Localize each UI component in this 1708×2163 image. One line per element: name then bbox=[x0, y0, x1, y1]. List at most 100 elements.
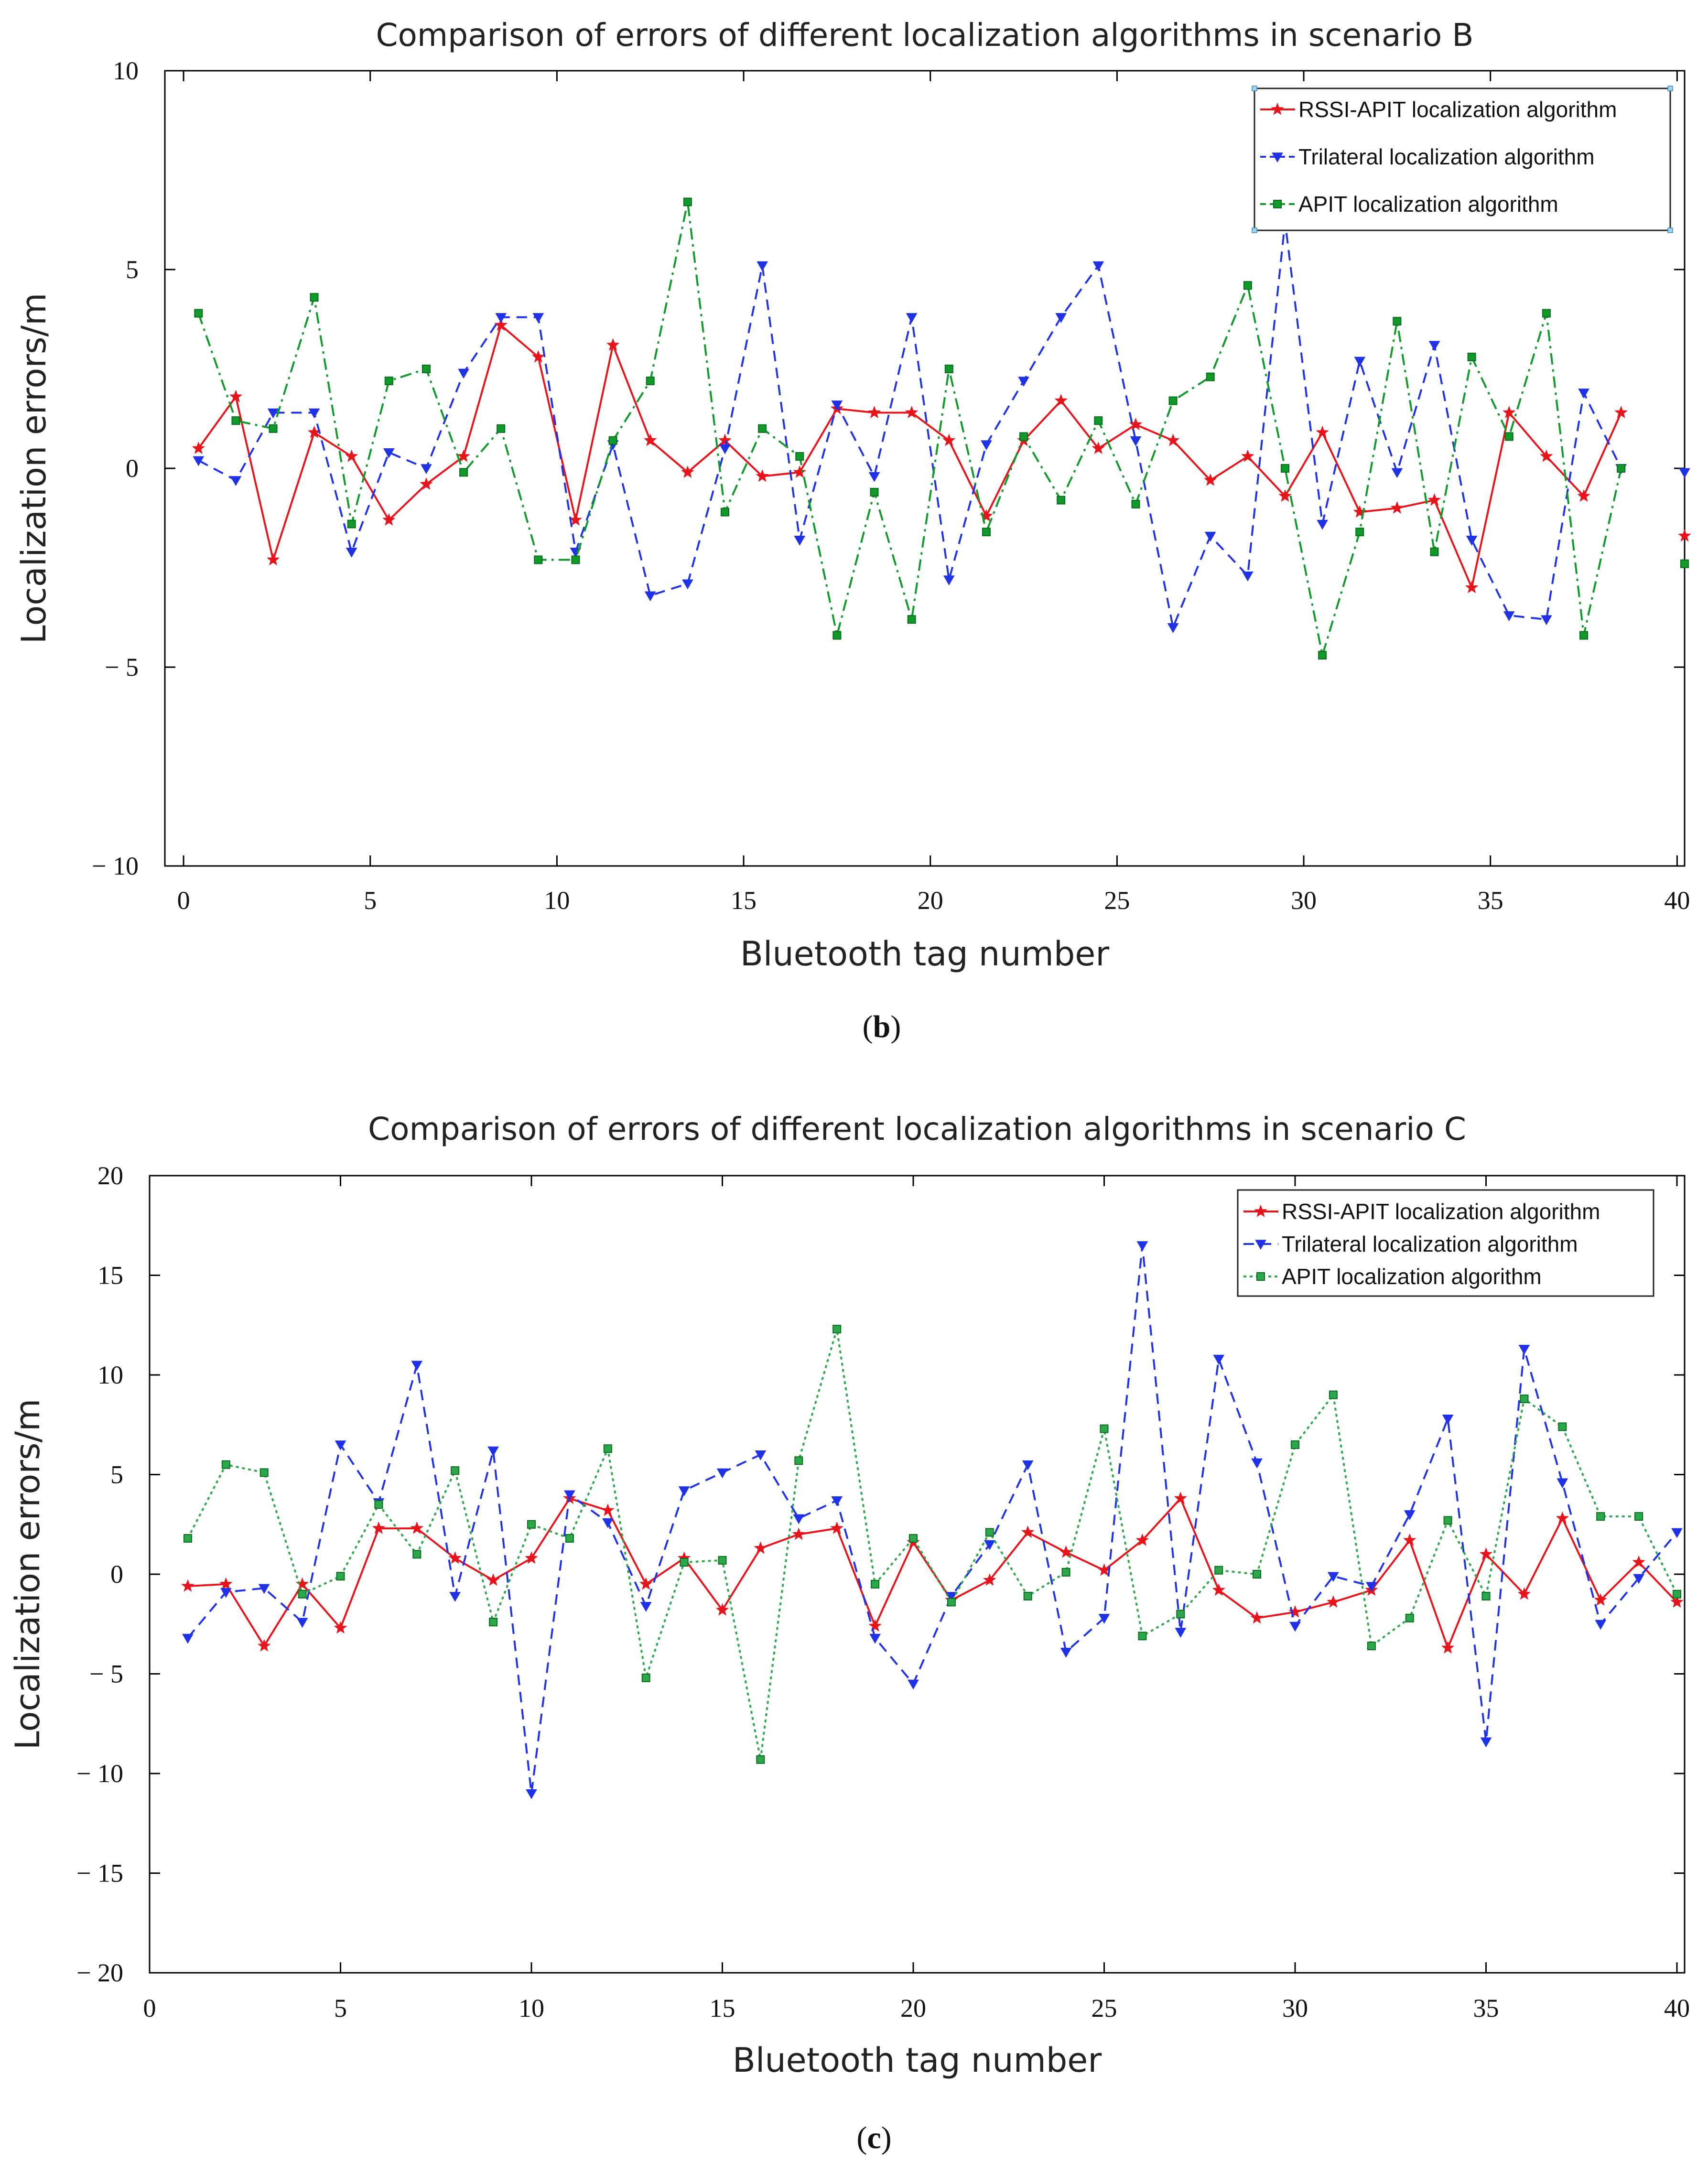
legend-label: APIT localization algorithm bbox=[1298, 192, 1558, 216]
data-point bbox=[526, 1789, 537, 1799]
x-tick-label: 5 bbox=[334, 1994, 347, 2022]
data-point bbox=[532, 313, 544, 323]
data-point bbox=[792, 1527, 806, 1540]
y-tick-label: − 20 bbox=[76, 1958, 123, 1987]
data-point bbox=[335, 1440, 346, 1450]
data-point bbox=[1632, 1555, 1645, 1568]
data-point bbox=[527, 1520, 536, 1529]
data-point bbox=[868, 472, 880, 482]
x-tick-label: 25 bbox=[1104, 886, 1130, 915]
legend-box bbox=[1237, 1189, 1654, 1297]
data-point bbox=[229, 389, 243, 402]
x-tick-label: 10 bbox=[544, 886, 570, 915]
data-point bbox=[756, 469, 769, 482]
y-tick-label: − 10 bbox=[92, 852, 139, 880]
data-point bbox=[830, 1521, 843, 1534]
y-tick-label: 15 bbox=[97, 1261, 123, 1290]
data-point bbox=[794, 536, 806, 546]
data-point bbox=[231, 416, 240, 425]
data-point bbox=[1441, 1641, 1455, 1654]
data-point bbox=[1541, 615, 1552, 626]
data-point bbox=[374, 1500, 383, 1509]
data-point bbox=[1131, 499, 1140, 508]
data-point bbox=[907, 615, 916, 624]
data-point bbox=[757, 261, 768, 271]
legend-label: Trilateral localization algorithm bbox=[1282, 1232, 1578, 1256]
data-point bbox=[259, 1468, 269, 1477]
data-point bbox=[1670, 1595, 1684, 1608]
data-point bbox=[1467, 353, 1476, 362]
data-point bbox=[411, 1361, 423, 1371]
data-point bbox=[410, 1521, 424, 1534]
data-point bbox=[1577, 489, 1590, 502]
data-point bbox=[296, 1618, 308, 1628]
data-point bbox=[867, 406, 881, 419]
data-point bbox=[1520, 1395, 1529, 1404]
legend-label: RSSI-APIT localization algorithm bbox=[1298, 97, 1617, 122]
legend-resize-handle bbox=[1667, 227, 1673, 233]
data-point bbox=[1540, 449, 1553, 462]
x-tick-label: 0 bbox=[143, 1994, 156, 2022]
data-point bbox=[758, 424, 767, 433]
data-point bbox=[525, 1551, 538, 1564]
x-tick-label: 40 bbox=[1664, 1994, 1690, 2022]
data-point bbox=[308, 408, 320, 419]
data-point bbox=[448, 1551, 462, 1564]
data-point bbox=[489, 1618, 498, 1627]
x-tick-label: 20 bbox=[900, 1994, 926, 2022]
data-point bbox=[1594, 1593, 1607, 1606]
x-tick-label: 30 bbox=[1282, 1994, 1308, 2022]
legend-resize-handle bbox=[1252, 227, 1257, 233]
data-point bbox=[336, 1572, 345, 1581]
data-point bbox=[984, 1540, 995, 1550]
data-point bbox=[383, 448, 395, 458]
data-point bbox=[1054, 394, 1068, 407]
data-point bbox=[1466, 536, 1478, 546]
data-point bbox=[678, 1486, 690, 1496]
data-point bbox=[644, 433, 657, 446]
data-point bbox=[1204, 473, 1217, 486]
data-point bbox=[1206, 372, 1215, 381]
data-point bbox=[870, 487, 879, 497]
caption-letter: c bbox=[867, 2120, 881, 2155]
y-tick-label: 0 bbox=[110, 1560, 123, 1589]
data-point bbox=[1057, 496, 1066, 505]
data-point bbox=[981, 440, 992, 451]
series-apit bbox=[183, 1325, 1682, 1764]
data-point bbox=[718, 433, 732, 446]
data-point bbox=[1579, 631, 1589, 640]
data-point bbox=[943, 575, 955, 585]
data-point bbox=[449, 1592, 461, 1602]
data-point bbox=[384, 376, 393, 385]
series-line bbox=[187, 1244, 1678, 1795]
data-point bbox=[1055, 313, 1067, 323]
data-point bbox=[534, 555, 543, 564]
data-point bbox=[1250, 1611, 1264, 1624]
data-point bbox=[795, 452, 804, 461]
data-point bbox=[1480, 1737, 1492, 1748]
data-point bbox=[1427, 493, 1441, 506]
data-point bbox=[531, 350, 545, 363]
data-point bbox=[1059, 1545, 1073, 1558]
data-point bbox=[421, 464, 432, 475]
data-point bbox=[1355, 528, 1364, 537]
data-point bbox=[832, 631, 842, 640]
data-point bbox=[641, 1673, 650, 1682]
data-point bbox=[220, 1588, 232, 1598]
data-point bbox=[1168, 396, 1178, 405]
caption-open: ( bbox=[863, 1009, 873, 1044]
chart-scenario-c: Comparison of errors of different locali… bbox=[8, 1111, 1690, 2155]
data-point bbox=[458, 368, 469, 379]
data-point bbox=[942, 433, 956, 446]
data-point bbox=[1430, 547, 1439, 556]
data-point bbox=[1353, 505, 1366, 518]
data-point bbox=[1679, 468, 1690, 478]
data-point bbox=[1092, 261, 1104, 271]
data-point bbox=[494, 318, 508, 331]
data-point bbox=[831, 1496, 843, 1506]
data-point bbox=[1214, 1566, 1223, 1575]
data-point bbox=[606, 338, 620, 351]
data-point bbox=[1518, 1345, 1530, 1355]
data-point bbox=[1556, 1511, 1569, 1524]
data-point bbox=[718, 1556, 727, 1565]
